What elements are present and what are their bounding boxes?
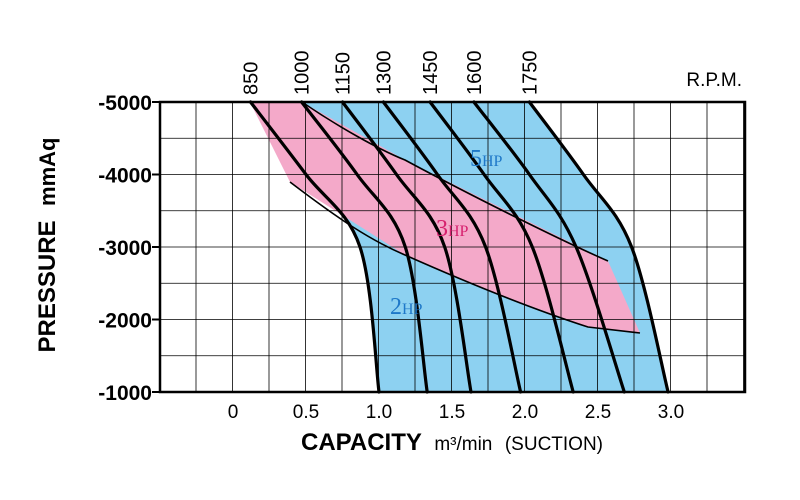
x-tick-label: 0.5	[293, 402, 319, 423]
hp-label-3: 3HP	[436, 216, 469, 242]
rpm-curve-1300	[381, 100, 523, 394]
y-axis-label: PRESSURE mmAq	[34, 138, 61, 353]
rpm-tick-label: 1000	[292, 51, 314, 96]
hp-label-number: 3	[436, 216, 448, 242]
rpm-tick-label: 1300	[373, 51, 395, 96]
rpm-curves	[248, 100, 670, 394]
x-tick-label: 0	[228, 402, 239, 423]
x-axis-note: (SUCTION)	[505, 434, 603, 455]
rpm-curve-1000	[300, 100, 429, 394]
hp-label-number: 2	[390, 294, 402, 320]
grid	[160, 102, 745, 392]
y-tick-labels: -1000 -2000 -3000 -4000 -5000	[98, 92, 160, 405]
rpm-curve-850	[248, 100, 381, 394]
rpm-tick-label: 1600	[464, 51, 486, 96]
rpm-tick-label: 850	[241, 62, 263, 95]
y-tick-label: -1000	[98, 382, 152, 405]
y-tick-label: -2000	[98, 310, 152, 333]
y-tick-label: -4000	[98, 165, 152, 188]
y-tick-label: -3000	[98, 237, 152, 260]
rpm-tick-label: 1450	[420, 51, 442, 96]
y-tick-label: -5000	[98, 92, 152, 115]
x-tick-labels: 0 0.5 1.0 1.5 2.0 2.5 3.0	[228, 402, 685, 423]
x-tick-label: 2.0	[512, 402, 538, 423]
rpm-curve-1150	[340, 100, 473, 394]
x-axis-label-text: CAPACITY	[301, 429, 422, 456]
hp-boundary-lower	[289, 181, 641, 334]
hp-label-unit: HP	[448, 223, 469, 240]
x-tick-label: 1.0	[366, 402, 392, 423]
x-tick-label: 3.0	[658, 402, 684, 423]
rpm-axis-title: R.P.M.	[686, 70, 742, 91]
hp-label-5: 5HP	[470, 146, 503, 172]
hp-label-unit: HP	[482, 153, 503, 170]
x-tick-label: 2.5	[585, 402, 611, 423]
x-axis-unit: m³/min	[434, 434, 492, 455]
rpm-curve-1600	[472, 100, 626, 394]
rpm-tick-label: 1750	[519, 51, 541, 96]
rpm-tick-labels: 850 1000 1150 1300 1450 1600 1750	[241, 51, 542, 96]
hp-label-2: 2HP	[390, 294, 423, 320]
hp-label-unit: HP	[402, 301, 423, 318]
y-axis-label-text: PRESSURE	[34, 220, 61, 352]
y-axis-unit: mmAq	[35, 138, 60, 206]
x-axis-label: CAPACITY m³/min (SUCTION)	[301, 429, 603, 456]
rpm-curve-1750	[527, 100, 670, 394]
hp-label-number: 5	[470, 146, 482, 172]
rpm-tick-label: 1150	[333, 52, 355, 95]
hp-boundary-upper	[301, 101, 609, 262]
rpm-curve-1450	[428, 100, 575, 394]
x-tick-label: 1.5	[439, 402, 465, 423]
